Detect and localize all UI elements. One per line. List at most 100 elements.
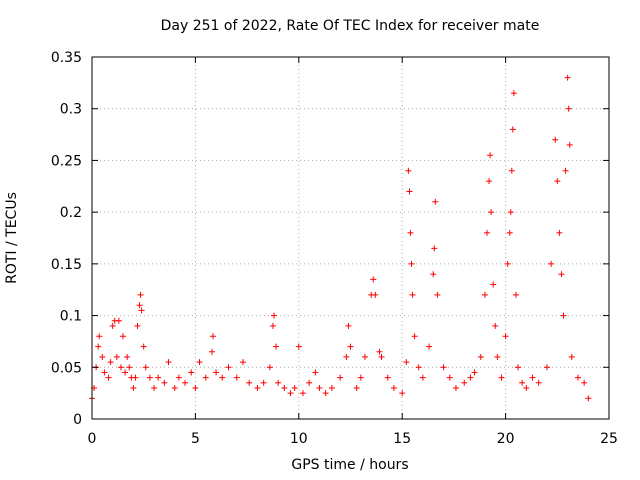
data-point bbox=[269, 322, 276, 329]
x-tick-label: 25 bbox=[600, 431, 618, 447]
data-point bbox=[408, 260, 415, 267]
data-point bbox=[508, 167, 515, 174]
y-tick-label: 0.25 bbox=[51, 153, 82, 169]
data-point bbox=[372, 291, 379, 298]
data-point bbox=[105, 374, 112, 381]
x-tick-label: 10 bbox=[290, 431, 308, 447]
data-point bbox=[565, 105, 572, 112]
data-point bbox=[273, 343, 280, 350]
data-point bbox=[137, 291, 144, 298]
data-point bbox=[209, 333, 216, 340]
data-point bbox=[562, 167, 569, 174]
data-point bbox=[515, 364, 522, 371]
data-point bbox=[543, 364, 550, 371]
data-point bbox=[266, 364, 273, 371]
data-point bbox=[295, 343, 302, 350]
data-point bbox=[370, 276, 377, 283]
data-point bbox=[130, 384, 137, 391]
data-point bbox=[124, 353, 131, 360]
data-point bbox=[529, 374, 536, 381]
data-point bbox=[196, 359, 203, 366]
data-point bbox=[140, 343, 147, 350]
data-point bbox=[376, 348, 383, 355]
data-point bbox=[434, 291, 441, 298]
data-point bbox=[411, 333, 418, 340]
data-point bbox=[506, 229, 513, 236]
data-point bbox=[347, 343, 354, 350]
data-point bbox=[510, 90, 517, 97]
data-point bbox=[519, 379, 526, 386]
data-point bbox=[432, 198, 439, 205]
x-tick-label: 20 bbox=[497, 431, 515, 447]
data-point bbox=[254, 384, 261, 391]
data-point bbox=[564, 74, 571, 81]
data-point bbox=[225, 364, 232, 371]
data-point bbox=[182, 379, 189, 386]
data-point bbox=[202, 374, 209, 381]
data-point bbox=[399, 390, 406, 397]
data-point bbox=[306, 379, 313, 386]
data-point bbox=[281, 384, 288, 391]
data-point bbox=[115, 317, 122, 324]
data-point bbox=[161, 379, 168, 386]
data-point bbox=[117, 364, 124, 371]
y-tick-label: 0.1 bbox=[60, 309, 82, 325]
data-point bbox=[512, 291, 519, 298]
x-tick-label: 5 bbox=[191, 431, 200, 447]
data-point bbox=[275, 379, 282, 386]
data-point bbox=[287, 390, 294, 397]
x-tick-label: 15 bbox=[393, 431, 411, 447]
data-point bbox=[345, 322, 352, 329]
data-point bbox=[322, 390, 329, 397]
data-point bbox=[299, 390, 306, 397]
data-point bbox=[126, 364, 133, 371]
data-point bbox=[132, 374, 139, 381]
data-point bbox=[107, 359, 114, 366]
data-point bbox=[312, 369, 319, 376]
data-point bbox=[426, 343, 433, 350]
data-point bbox=[96, 333, 103, 340]
data-point bbox=[415, 364, 422, 371]
plot-frame bbox=[91, 56, 610, 420]
data-point bbox=[431, 245, 438, 252]
data-point bbox=[291, 384, 298, 391]
data-point bbox=[558, 271, 565, 278]
y-axis-ticks: 0 0.05 0.1 0.15 0.2 0.25 0.3 0.35 bbox=[51, 50, 609, 428]
data-point bbox=[405, 167, 412, 174]
data-point bbox=[208, 348, 215, 355]
grid-lines bbox=[92, 57, 609, 419]
data-point bbox=[361, 353, 368, 360]
data-point bbox=[494, 353, 501, 360]
y-tick-label: 0.15 bbox=[51, 257, 82, 273]
data-point bbox=[452, 384, 459, 391]
data-point bbox=[446, 374, 453, 381]
data-point bbox=[328, 384, 335, 391]
data-point bbox=[507, 209, 514, 216]
data-point bbox=[486, 178, 493, 185]
y-tick-label: 0.3 bbox=[60, 102, 82, 118]
data-point bbox=[122, 369, 129, 376]
data-point bbox=[213, 369, 220, 376]
data-point bbox=[260, 379, 267, 386]
data-point bbox=[403, 359, 410, 366]
data-point bbox=[109, 322, 116, 329]
data-point bbox=[440, 364, 447, 371]
data-point bbox=[171, 384, 178, 391]
data-point bbox=[343, 353, 350, 360]
x-axis-label: GPS time / hours bbox=[291, 457, 409, 473]
y-tick-label: 0.2 bbox=[60, 205, 82, 221]
data-point bbox=[357, 374, 364, 381]
data-point bbox=[192, 384, 199, 391]
data-point bbox=[353, 384, 360, 391]
x-tick-label: 0 bbox=[88, 431, 97, 447]
data-point bbox=[552, 136, 559, 143]
data-point bbox=[419, 374, 426, 381]
x-axis-ticks: 0 5 10 15 20 25 bbox=[88, 57, 618, 447]
data-point bbox=[471, 369, 478, 376]
data-point bbox=[477, 353, 484, 360]
data-point bbox=[430, 271, 437, 278]
data-point bbox=[492, 322, 499, 329]
data-point bbox=[316, 384, 323, 391]
data-point bbox=[490, 281, 497, 288]
data-point bbox=[378, 353, 385, 360]
